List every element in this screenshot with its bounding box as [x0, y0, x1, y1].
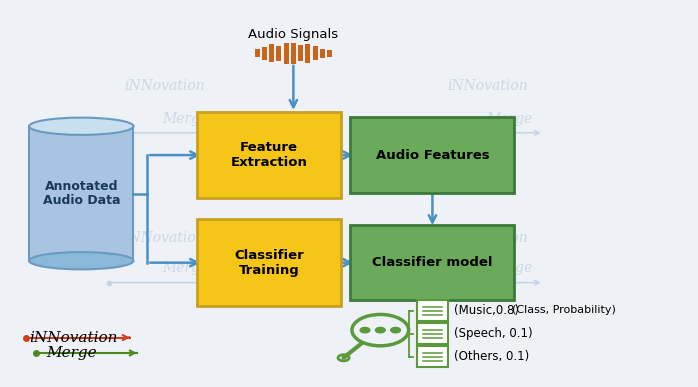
Text: iNNovation: iNNovation — [447, 231, 528, 245]
FancyBboxPatch shape — [198, 219, 341, 306]
Text: (Music,0.8): (Music,0.8) — [454, 304, 519, 317]
Text: Merge: Merge — [486, 262, 532, 276]
Text: (Class, Probability): (Class, Probability) — [512, 305, 616, 315]
Text: iNNovation: iNNovation — [124, 79, 205, 93]
FancyBboxPatch shape — [320, 49, 325, 58]
FancyBboxPatch shape — [291, 43, 296, 64]
Text: Annotated
Audio Data: Annotated Audio Data — [43, 180, 120, 207]
FancyBboxPatch shape — [350, 225, 514, 300]
FancyBboxPatch shape — [305, 44, 311, 63]
Text: Classifier model: Classifier model — [372, 256, 493, 269]
FancyBboxPatch shape — [327, 50, 332, 57]
FancyBboxPatch shape — [350, 117, 514, 193]
FancyBboxPatch shape — [276, 46, 281, 61]
FancyBboxPatch shape — [417, 346, 447, 367]
Text: Audio Signals: Audio Signals — [248, 28, 339, 41]
Text: Classifier
Training: Classifier Training — [234, 249, 304, 277]
FancyBboxPatch shape — [298, 45, 303, 61]
Text: Feature
Extraction: Feature Extraction — [230, 141, 308, 169]
FancyBboxPatch shape — [262, 47, 267, 60]
FancyBboxPatch shape — [255, 49, 260, 58]
FancyBboxPatch shape — [269, 44, 274, 62]
Circle shape — [391, 327, 401, 333]
Ellipse shape — [29, 118, 133, 135]
FancyBboxPatch shape — [417, 324, 447, 344]
Ellipse shape — [29, 252, 133, 269]
Text: iΝΝovation: iΝΝovation — [29, 330, 118, 344]
Text: (Speech, 0.1): (Speech, 0.1) — [454, 327, 533, 340]
Text: Merge: Merge — [163, 111, 209, 125]
FancyBboxPatch shape — [283, 43, 289, 64]
FancyBboxPatch shape — [417, 300, 447, 321]
FancyBboxPatch shape — [313, 46, 318, 60]
Text: Audio Features: Audio Features — [376, 149, 489, 162]
Text: Merge: Merge — [486, 111, 532, 125]
Text: (Others, 0.1): (Others, 0.1) — [454, 350, 529, 363]
Text: iNNovation: iNNovation — [447, 79, 528, 93]
Text: Merge: Merge — [47, 346, 97, 360]
FancyBboxPatch shape — [29, 126, 133, 261]
Circle shape — [376, 327, 385, 333]
FancyBboxPatch shape — [198, 112, 341, 199]
Circle shape — [360, 327, 370, 333]
Text: Merge: Merge — [163, 262, 209, 276]
Text: iNNovation: iNNovation — [124, 231, 205, 245]
